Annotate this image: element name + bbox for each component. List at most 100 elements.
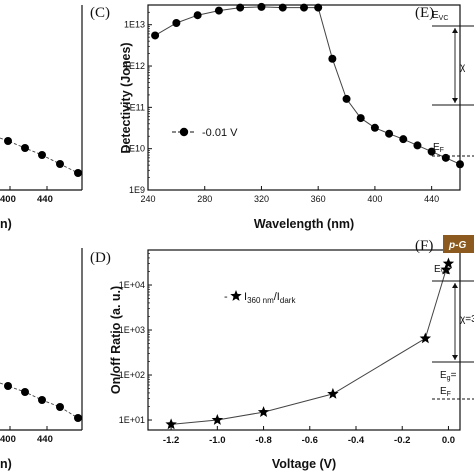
panel-c-series-line (154, 6, 461, 165)
panel-f-chi: χ=3 (460, 314, 474, 325)
left-partial-bottom-panel: 400 440 n) (0, 248, 83, 471)
panel-d-frame (147, 249, 461, 431)
panel-f-evc-main: E (434, 264, 441, 275)
panel-e: (E) EVC χ EF (415, 5, 474, 157)
panel-e-ef-sub: F (440, 147, 444, 154)
panel-c-xtick-label: 320 (254, 194, 269, 204)
panel-f: (F) p-G EVC χ=3 Eg= EF (415, 235, 474, 400)
panel-c-xtick-label: 240 (140, 194, 155, 204)
left-top-axis-unit: n) (0, 217, 12, 231)
left-top-data-points (0, 137, 82, 177)
panel-c-ylabel: Detectivity (Jones) (119, 42, 133, 153)
panel-c-ytick-label: 1E12 (124, 61, 145, 71)
left-bottom-data-point (21, 388, 29, 396)
panel-c-xtick-label: 440 (424, 194, 439, 204)
panel-d-label: (D) (90, 250, 111, 266)
panel-c-data-point (300, 3, 308, 12)
panel-d-data-point (257, 406, 270, 417)
panel-d-xlabel: Voltage (V) (272, 457, 336, 471)
legend-i-1: I (244, 291, 247, 303)
panel-c-data-point (151, 31, 160, 40)
panel-d-xtick-label: -0.6 (302, 435, 318, 446)
panel-c-xtick-label: 360 (311, 194, 326, 204)
legend-sub-dark: dark (280, 296, 297, 305)
panel-d-legend-marker (230, 290, 242, 301)
panel-c-data-point (214, 6, 223, 15)
panel-d-ytick-label: 1E+03 (119, 325, 145, 335)
panel-e-chi: χ (460, 62, 466, 73)
legend-slash-i: /I (274, 291, 280, 303)
panel-e-evc-main: E (432, 10, 439, 21)
panel-c-ytick-label: 1E11 (125, 102, 145, 112)
panel-c-data-point (441, 153, 450, 162)
left-top-data-point (56, 160, 64, 168)
panel-c: (C) 240 280 320 360 400 440 1E9 1E10 1E11 1E12 1E1… (90, 2, 464, 231)
panel-d-ytick-label: 1E+04 (119, 280, 145, 290)
panel-c-legend-text: -0.01 V (202, 127, 238, 139)
panel-c-data-point (342, 94, 351, 103)
panel-d: (D) -1.2 -1.0 -0.8 -0.6 -0.4 -0.2 0.0 1E+01 1E+0… (90, 249, 461, 471)
panel-c-data-point (257, 2, 266, 11)
panel-d-ytick-label: 1E+02 (119, 370, 145, 380)
panel-c-data-point (328, 54, 337, 63)
left-partial-top-panel: 400 440 n) (0, 5, 83, 231)
panel-f-eg: Eg= (440, 370, 457, 382)
panel-c-data-point (193, 11, 202, 20)
panel-c-plot (151, 2, 464, 169)
panel-d-ylabel: On/off Ratio (a. u.) (109, 286, 123, 394)
panel-d-xtick-label: -1.0 (209, 435, 225, 446)
panel-c-ytick-label: 1E9 (129, 185, 145, 195)
panel-c-xtick-label: 400 (367, 194, 382, 204)
panel-f-layer-tag: p-G (448, 240, 466, 251)
panel-c-axes: 240 280 320 360 400 440 1E9 1E10 1E11 1E12 1E13 (124, 11, 439, 204)
panel-d-legend-label: I360 nm/Idark (244, 291, 296, 305)
panel-c-data-point (456, 160, 464, 169)
panel-e-evc: EVC (432, 10, 448, 22)
panel-d-ytick-label: 1E+01 (119, 415, 145, 425)
panel-d-data-point (165, 418, 177, 430)
panel-f-ef: EF (440, 386, 451, 398)
panel-d-plot (165, 257, 455, 430)
panel-d-xtick-label: -1.2 (163, 435, 179, 446)
panel-c-data-point (172, 19, 181, 28)
panel-f-ef-sub: F (447, 391, 451, 398)
left-bottom-tick-440: 440 (37, 434, 53, 445)
panel-c-data-point (370, 123, 379, 132)
panel-d-data-point (442, 257, 455, 269)
panel-e-ef-main: E (433, 142, 440, 153)
panel-d-xtick-label: -0.2 (394, 435, 410, 446)
panel-f-eg-main: E (440, 370, 447, 381)
left-bottom-data-point (38, 396, 46, 404)
panel-f-evc-sub: VC (441, 269, 451, 276)
panel-e-ef: EF (433, 142, 444, 154)
panel-d-data-point (440, 263, 452, 275)
panel-e-label: (E) (415, 5, 434, 21)
panel-d-legend: - I360 nm/Idark (224, 290, 296, 305)
panel-d-xtick-label: 0.0 (442, 435, 455, 446)
panel-c-data-point (385, 129, 394, 138)
panel-c-legend: -0.01 V (172, 127, 238, 139)
panel-c-legend-marker (179, 127, 189, 137)
left-top-tick-440: 440 (37, 194, 53, 205)
panel-d-axes: -1.2 -1.0 -0.8 -0.6 -0.4 -0.2 0.0 1E+01 1E+02 1E+… (119, 253, 455, 446)
panel-c-data-point (356, 114, 365, 123)
panel-c-frame (147, 4, 461, 191)
left-bottom-data-point (56, 403, 64, 411)
left-bottom-tick-400: 400 (0, 434, 16, 445)
panel-f-ef-main: E (440, 386, 447, 397)
panel-c-ytick-label: 1E10 (124, 144, 145, 154)
left-bottom-axis-unit: n) (0, 457, 12, 471)
panel-f-evc: EVC (434, 264, 450, 276)
panel-d-data-point (211, 414, 224, 425)
left-bottom-data-points (0, 382, 82, 422)
panel-c-data-point (413, 141, 422, 150)
left-top-tick-400: 400 (0, 194, 16, 205)
legend-sub-360: 360 nm (247, 296, 274, 305)
panel-c-data-point (427, 147, 436, 156)
panel-c-data-point (278, 3, 287, 12)
panel-c-xtick-label: 280 (197, 194, 212, 204)
panel-d-xtick-label: -0.8 (255, 435, 271, 446)
panel-d-xtick-label: -0.4 (348, 435, 365, 446)
panel-c-ytick-label: 1E13 (124, 20, 145, 30)
